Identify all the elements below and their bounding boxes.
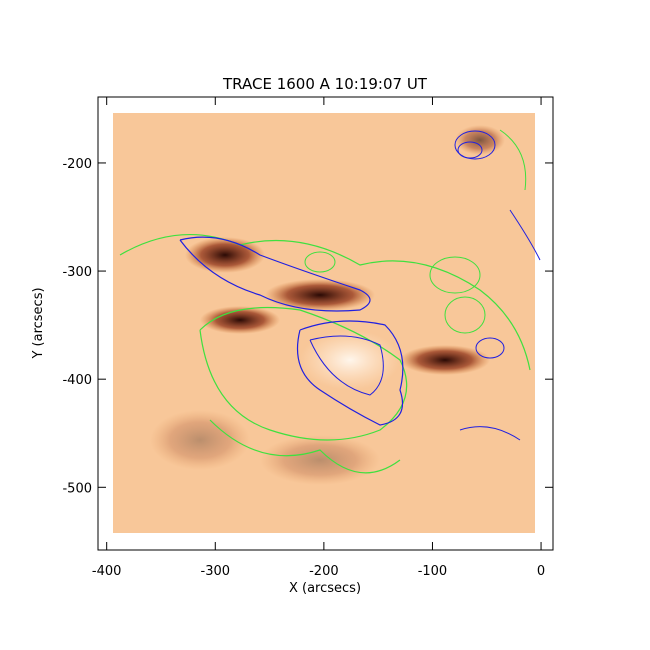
x-tick-label: -200 [309,564,339,579]
y-tick-label: -300 [62,265,92,280]
x-axis-label: X (arcsecs) [289,581,361,596]
chart-title: TRACE 1600 A 10:19:07 UT [222,75,428,93]
y-tick-label: -200 [62,157,92,172]
x-tick-label: -300 [201,564,231,579]
y-axis-label: Y (arcsecs) [31,287,46,359]
x-tick-label: -400 [92,564,122,579]
y-tick-label: -400 [62,373,92,388]
x-tick-label: 0 [537,564,545,579]
y-tick-label: -500 [62,481,92,496]
contours [119,129,541,474]
x-tick-label: -100 [418,564,448,579]
plot-frame [97,96,554,551]
